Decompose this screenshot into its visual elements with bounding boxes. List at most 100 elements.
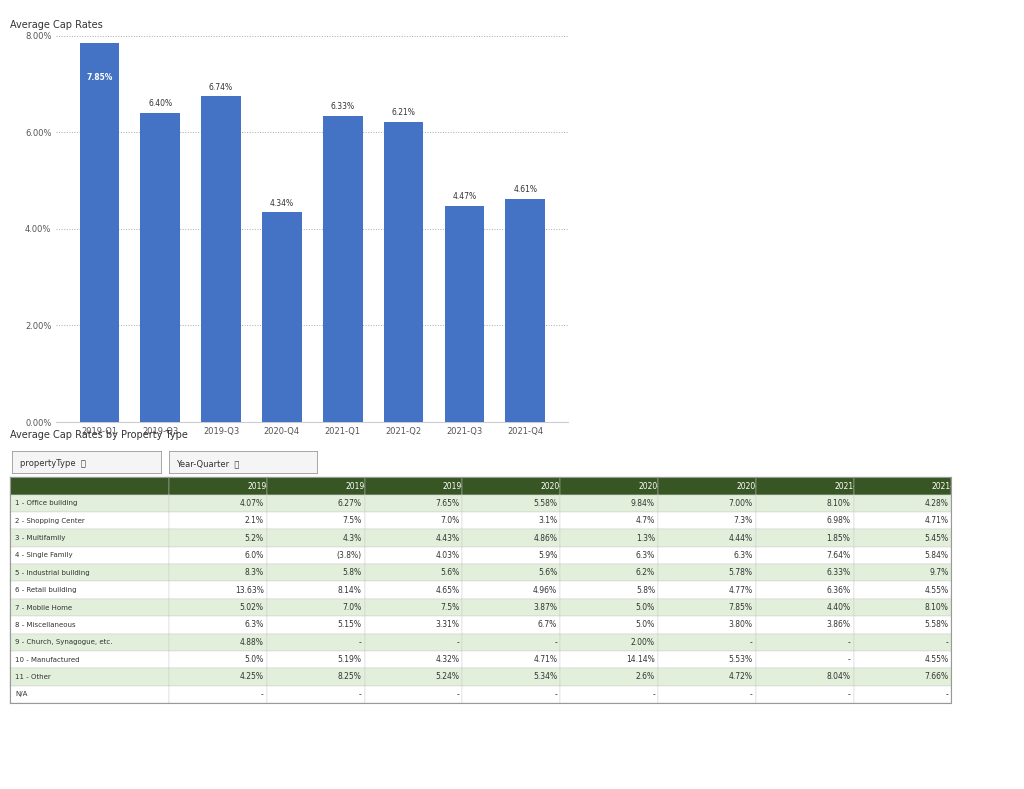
Text: 4.47%: 4.47%	[453, 193, 476, 201]
Text: 6.0%: 6.0%	[245, 551, 264, 560]
Text: 5.58%: 5.58%	[534, 499, 557, 508]
Text: 5.0%: 5.0%	[245, 655, 264, 664]
Text: -: -	[358, 638, 361, 647]
Text: 4 - Single Family: 4 - Single Family	[15, 552, 73, 559]
Text: 3.1%: 3.1%	[538, 516, 557, 525]
Text: 5.8%: 5.8%	[342, 568, 361, 578]
Text: 8.14%: 8.14%	[338, 585, 361, 595]
Text: 2020-Q4: 2020-Q4	[736, 481, 769, 491]
Text: 4.32%: 4.32%	[435, 655, 460, 664]
Text: -: -	[457, 638, 460, 647]
Text: 14.14%: 14.14%	[627, 655, 655, 664]
Text: 7.64%: 7.64%	[826, 551, 851, 560]
Text: 5.24%: 5.24%	[435, 672, 460, 682]
Text: 6.40%: 6.40%	[148, 99, 172, 108]
Text: 6.3%: 6.3%	[245, 620, 264, 630]
Text: 7.85%: 7.85%	[86, 73, 113, 82]
Text: 3.87%: 3.87%	[534, 603, 557, 612]
Text: 5.9%: 5.9%	[538, 551, 557, 560]
Text: 1.3%: 1.3%	[636, 533, 655, 543]
Text: -: -	[261, 690, 264, 699]
Text: 2.6%: 2.6%	[636, 672, 655, 682]
Text: 6 - Retail building: 6 - Retail building	[15, 587, 77, 593]
Text: 4.43%: 4.43%	[435, 533, 460, 543]
Text: 2019-Q2: 2019-Q2	[345, 481, 378, 491]
Text: 5.84%: 5.84%	[925, 551, 948, 560]
Text: -: -	[750, 638, 753, 647]
Text: 6.2%: 6.2%	[636, 568, 655, 578]
Text: 4.07%: 4.07%	[240, 499, 264, 508]
Text: 5.15%: 5.15%	[338, 620, 361, 630]
Text: 1 - Office building: 1 - Office building	[15, 500, 78, 507]
Text: 2019-Q4: 2019-Q4	[443, 481, 476, 491]
Text: -: -	[750, 690, 753, 699]
Bar	[323, 116, 362, 422]
Text: 4.88%: 4.88%	[240, 638, 264, 647]
Bar	[506, 200, 545, 422]
Text: 6.98%: 6.98%	[826, 516, 851, 525]
Text: propertyType  🔍: propertyType 🔍	[19, 459, 86, 468]
Text: 5.8%: 5.8%	[636, 585, 655, 595]
Text: 4.86%: 4.86%	[534, 533, 557, 543]
Text: 5.78%: 5.78%	[729, 568, 753, 578]
Text: 5.2%: 5.2%	[245, 533, 264, 543]
Text: 7 - Mobile Home: 7 - Mobile Home	[15, 604, 72, 611]
Text: 5.34%: 5.34%	[534, 672, 557, 682]
Text: 4.65%: 4.65%	[435, 585, 460, 595]
Text: 7.85%: 7.85%	[729, 603, 753, 612]
Text: -: -	[848, 638, 851, 647]
Text: 4.71%: 4.71%	[534, 655, 557, 664]
Bar	[202, 96, 241, 422]
Text: 4.55%: 4.55%	[925, 585, 948, 595]
Text: 6.74%: 6.74%	[209, 83, 233, 92]
Text: 6.33%: 6.33%	[331, 103, 354, 111]
Text: 8 - Miscellaneous: 8 - Miscellaneous	[15, 622, 76, 628]
Text: 7.5%: 7.5%	[440, 603, 460, 612]
Text: 8.25%: 8.25%	[338, 672, 361, 682]
Text: 4.7%: 4.7%	[636, 516, 655, 525]
Text: 4.96%: 4.96%	[534, 585, 557, 595]
Text: 6.3%: 6.3%	[636, 551, 655, 560]
Text: 3.31%: 3.31%	[435, 620, 460, 630]
Text: -: -	[554, 638, 557, 647]
Text: 2021-Q4: 2021-Q4	[932, 481, 965, 491]
Text: 2019-Q1: 2019-Q1	[248, 481, 281, 491]
Text: 7.66%: 7.66%	[925, 672, 948, 682]
Text: 3.80%: 3.80%	[729, 620, 753, 630]
Text: -: -	[848, 655, 851, 664]
Text: 4.55%: 4.55%	[925, 655, 948, 664]
Text: 1.85%: 1.85%	[826, 533, 851, 543]
Text: 2021-Q3: 2021-Q3	[835, 481, 867, 491]
Text: (3.8%): (3.8%)	[337, 551, 361, 560]
Text: -: -	[945, 638, 948, 647]
Text: -: -	[457, 690, 460, 699]
Text: 4.3%: 4.3%	[342, 533, 361, 543]
Text: -: -	[358, 690, 361, 699]
Text: 6.36%: 6.36%	[826, 585, 851, 595]
Text: -: -	[554, 690, 557, 699]
Text: Year-Quarter  🔍: Year-Quarter 🔍	[176, 459, 240, 468]
Text: 5.6%: 5.6%	[538, 568, 557, 578]
Bar	[444, 206, 484, 422]
Text: 5.6%: 5.6%	[440, 568, 460, 578]
Text: -: -	[848, 690, 851, 699]
Text: 7.0%: 7.0%	[342, 603, 361, 612]
Text: 2.00%: 2.00%	[631, 638, 655, 647]
Text: 13.63%: 13.63%	[234, 585, 264, 595]
Text: 3 - Multifamily: 3 - Multifamily	[15, 535, 66, 541]
Text: 5.53%: 5.53%	[729, 655, 753, 664]
Bar	[262, 212, 302, 422]
Text: 4.44%: 4.44%	[729, 533, 753, 543]
Text: 6.27%: 6.27%	[338, 499, 361, 508]
Text: 4.34%: 4.34%	[270, 199, 294, 208]
Text: 4.71%: 4.71%	[925, 516, 948, 525]
Text: 6.33%: 6.33%	[826, 568, 851, 578]
Text: 5.19%: 5.19%	[338, 655, 361, 664]
Bar	[384, 122, 423, 422]
Text: 9 - Church, Synagogue, etc.: 9 - Church, Synagogue, etc.	[15, 639, 113, 645]
Text: 8.10%: 8.10%	[826, 499, 851, 508]
Text: 7.65%: 7.65%	[435, 499, 460, 508]
Text: 5 - Industrial building: 5 - Industrial building	[15, 570, 90, 576]
Text: -: -	[652, 690, 655, 699]
Text: 8.3%: 8.3%	[245, 568, 264, 578]
